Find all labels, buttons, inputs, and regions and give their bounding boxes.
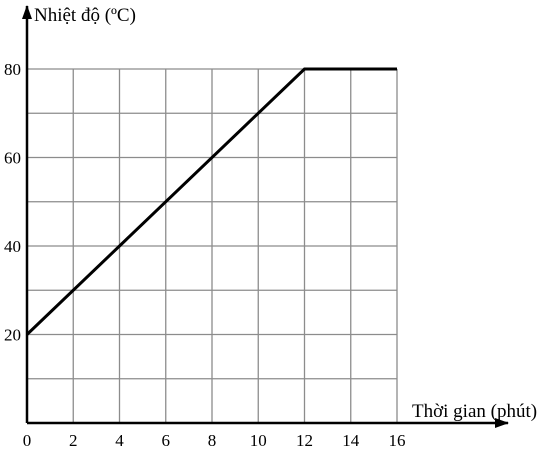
x-tick-label: 8 xyxy=(208,431,217,450)
y-axis-label: Nhiệt độ (ºC) xyxy=(34,5,136,26)
x-tick-label: 0 xyxy=(23,431,32,450)
y-tick-label: 40 xyxy=(4,237,21,256)
x-tick-label: 12 xyxy=(296,431,313,450)
y-tick-labels: 20 40 60 80 xyxy=(4,60,21,345)
y-tick-label: 60 xyxy=(4,149,21,168)
x-tick-label: 2 xyxy=(69,431,78,450)
grid xyxy=(27,68,398,423)
series xyxy=(25,67,397,336)
x-tick-label: 10 xyxy=(250,431,267,450)
x-tick-label: 16 xyxy=(389,431,406,450)
temperature-series-line xyxy=(25,67,397,336)
x-tick-labels: 0 2 4 6 8 10 12 14 16 xyxy=(23,431,406,450)
y-tick-label: 20 xyxy=(4,326,21,345)
x-tick-label: 4 xyxy=(115,431,124,450)
x-tick-label: 6 xyxy=(162,431,171,450)
x-axis-label: Thời gian (phút) xyxy=(412,401,537,422)
y-tick-label: 80 xyxy=(4,60,21,79)
x-tick-label: 14 xyxy=(342,431,360,450)
